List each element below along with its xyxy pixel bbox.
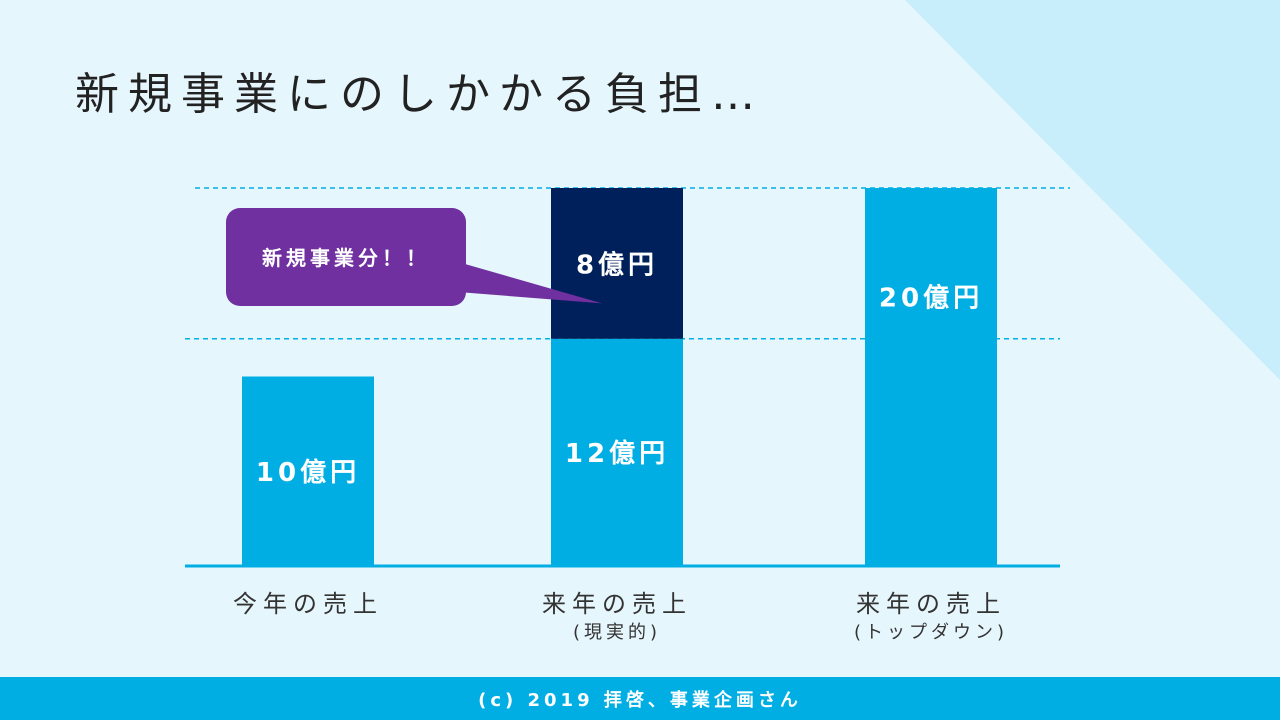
category-label: 来年の売上: [542, 590, 692, 618]
callout-text: 新規事業分！！: [262, 246, 430, 270]
page-title: 新規事業にのしかかる負担…: [75, 69, 764, 120]
category-sublabel: (トップダウン): [854, 622, 1008, 643]
category-sublabel: (現実的): [573, 622, 661, 643]
callout-bubble: [226, 208, 466, 306]
bar-base: [865, 188, 997, 565]
category-label: 来年の売上: [856, 590, 1006, 618]
bar-base: [551, 338, 683, 565]
bar-value-label: 8億円: [576, 250, 658, 280]
bar-value-label: 10億円: [256, 458, 360, 488]
bar-new_business: [551, 188, 683, 339]
bar-value-label: 12億円: [565, 439, 669, 469]
copyright-text: (c) 2019 拝啓、事業企画さん: [478, 689, 802, 711]
callout-pointer: [458, 262, 602, 304]
bar-value-label: 20億円: [879, 284, 983, 314]
footer-bar: (c) 2019 拝啓、事業企画さん: [0, 677, 1280, 720]
bar-base: [242, 376, 374, 565]
category-label: 今年の売上: [233, 590, 383, 618]
